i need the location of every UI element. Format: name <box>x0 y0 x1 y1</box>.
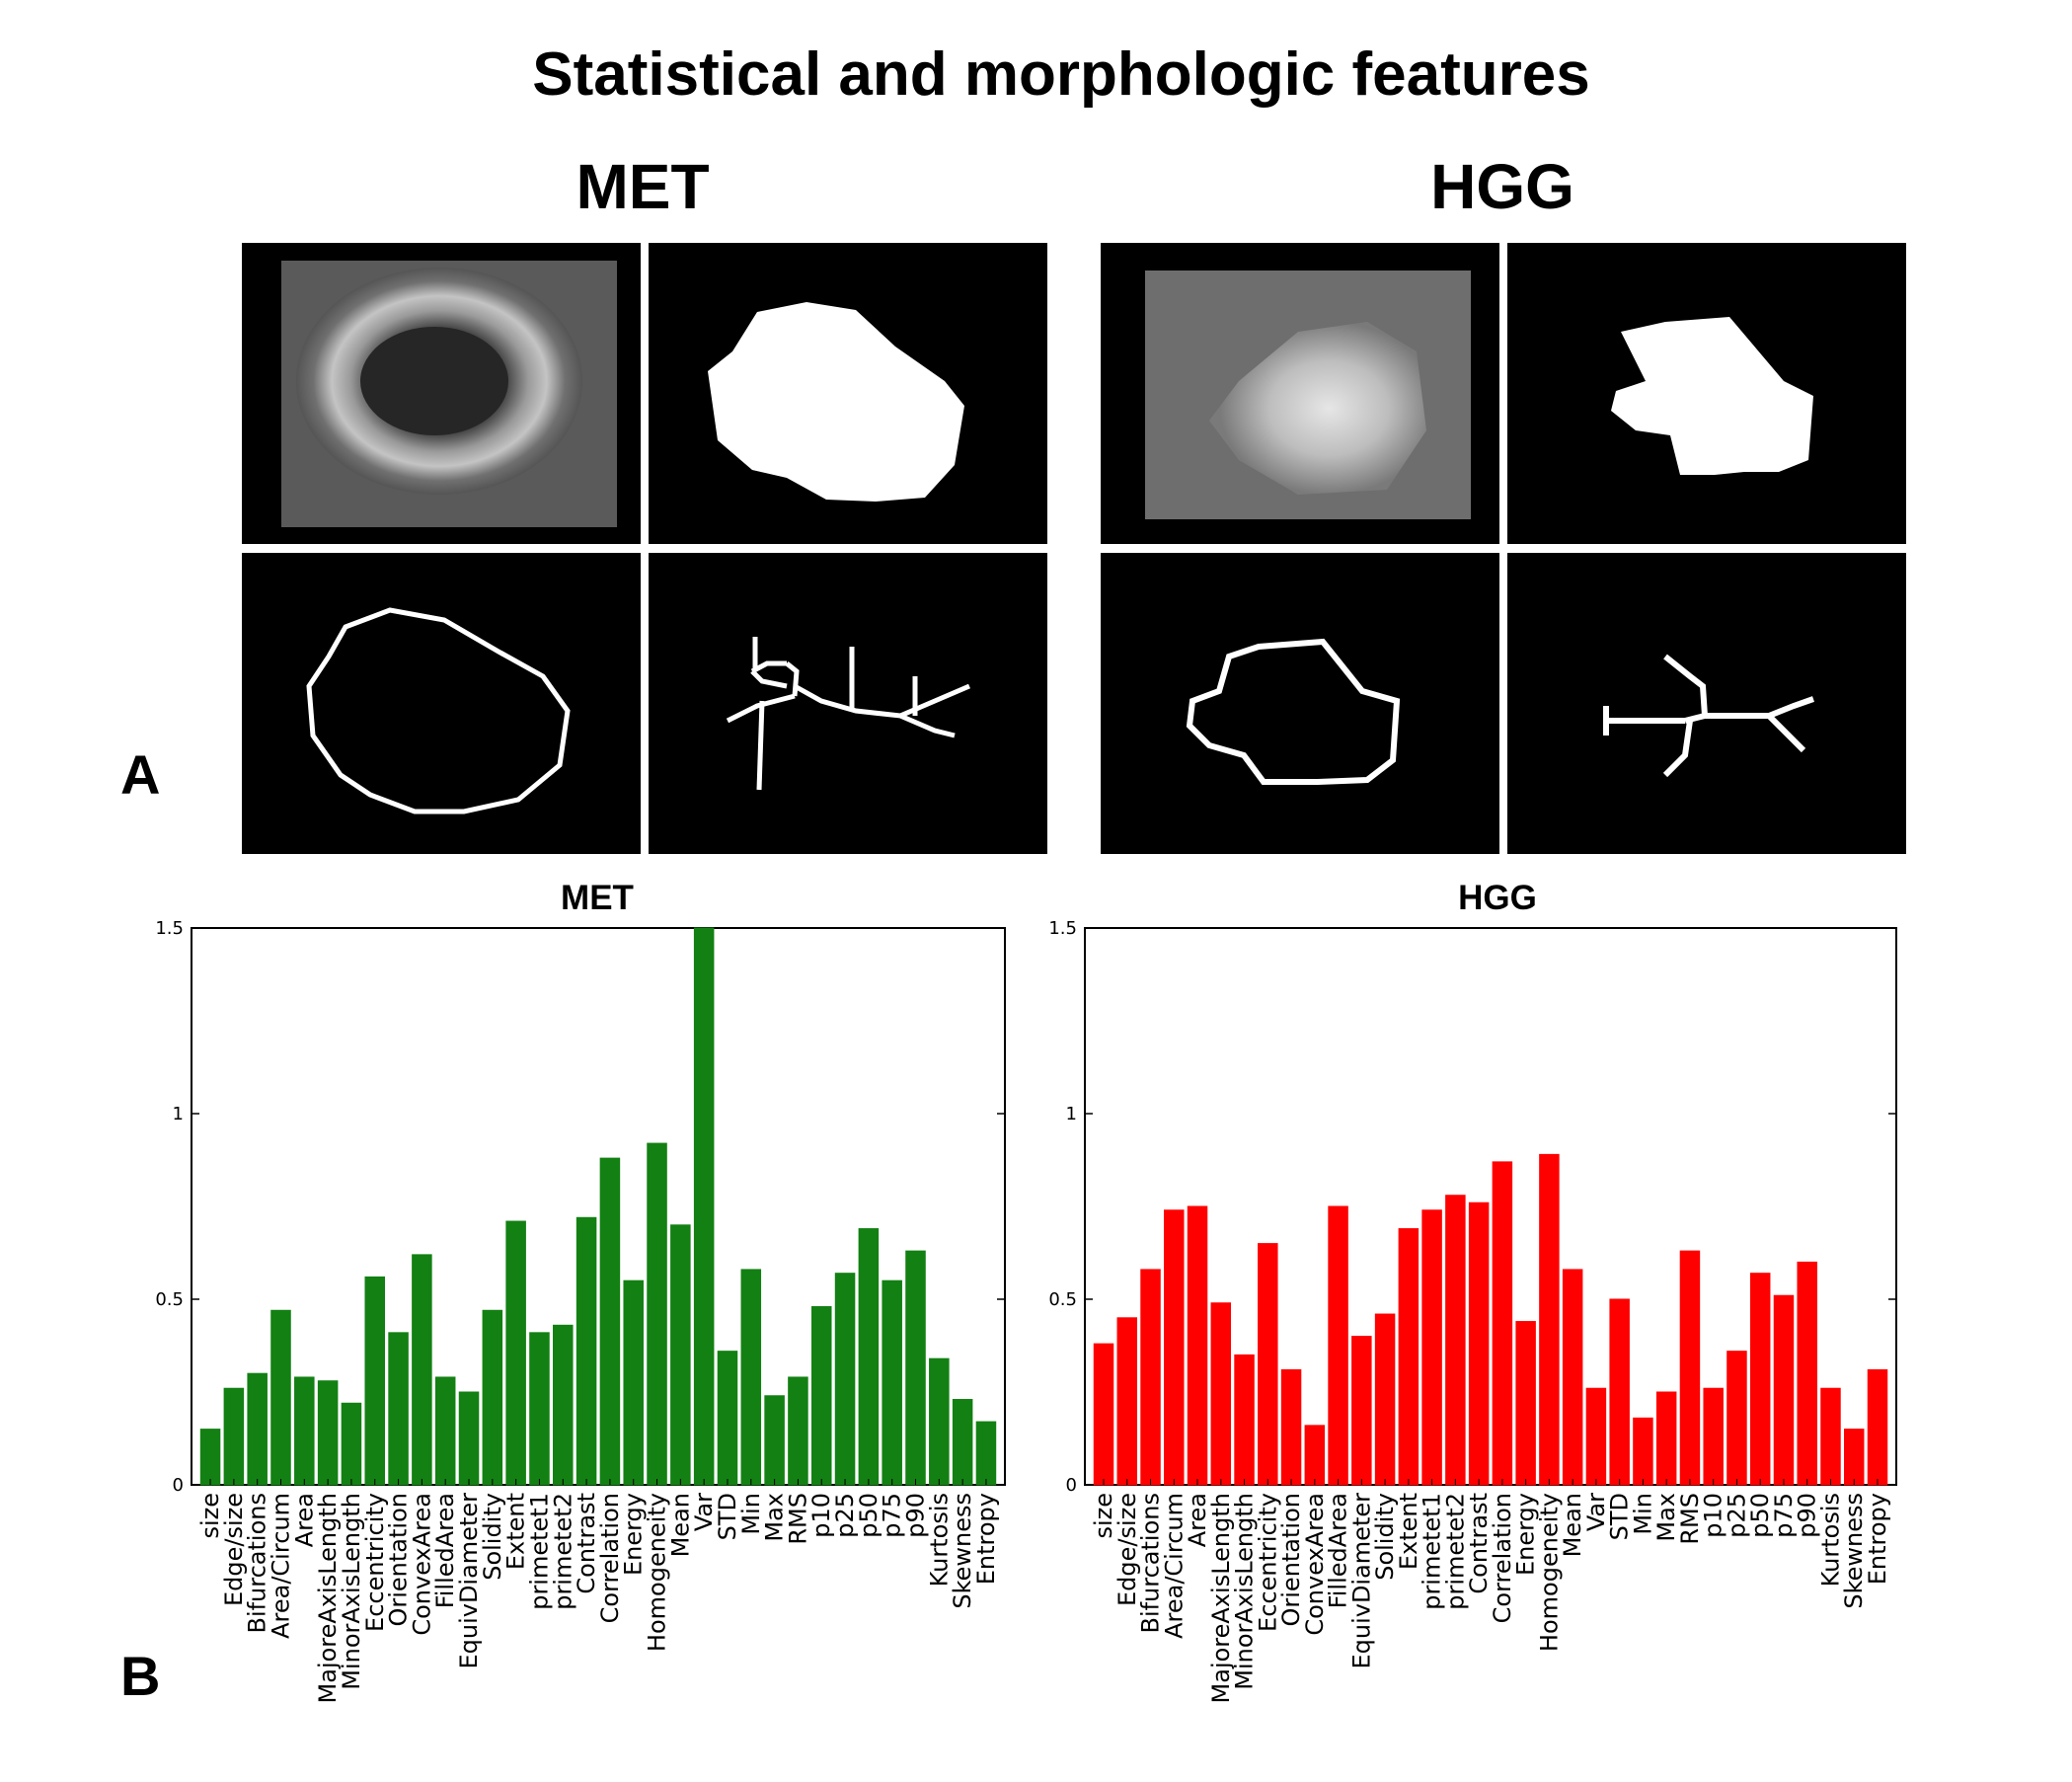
met-category-label: p90 <box>902 1493 930 1538</box>
met-bar <box>270 1309 291 1486</box>
met-bar <box>952 1399 973 1486</box>
met-category-label: Solidity <box>479 1493 506 1581</box>
met-bar <box>247 1372 268 1486</box>
met-category-label: Edge/size <box>220 1493 248 1606</box>
met-ytick-label: 1 <box>173 1104 184 1124</box>
met-bar <box>693 927 715 1486</box>
met-category-label: size <box>196 1493 224 1539</box>
met-bar <box>388 1332 409 1486</box>
met-mri-image <box>242 243 641 544</box>
met-bar <box>434 1376 456 1486</box>
met-group-title: MET <box>576 151 710 222</box>
met-bar <box>458 1391 480 1486</box>
met-bar <box>975 1421 997 1486</box>
met-contour-image <box>242 553 641 854</box>
met-category-label: EquivDiameter <box>455 1493 483 1669</box>
met-chart-title: MET <box>561 879 634 917</box>
met-bar <box>482 1309 503 1486</box>
met-category-label: MajoreAxisLength <box>314 1493 342 1703</box>
met-category-label: Bifurcations <box>244 1493 271 1634</box>
hgg-skeleton-image <box>1507 553 1906 854</box>
met-ytick-label: 0.5 <box>155 1289 184 1310</box>
hgg-mask-image <box>1507 243 1906 544</box>
met-bar <box>553 1324 574 1486</box>
met-bar <box>223 1387 245 1486</box>
met-bar <box>317 1380 339 1486</box>
met-category-label: Max <box>761 1493 789 1542</box>
met-bar <box>834 1273 856 1486</box>
met-bar <box>599 1157 621 1486</box>
met-category-label: Area/Circum <box>267 1493 294 1639</box>
met-bar <box>670 1224 691 1486</box>
met-category-label: p50 <box>855 1493 883 1538</box>
met-bar <box>529 1332 550 1486</box>
met-bar <box>341 1402 362 1486</box>
met-bar <box>576 1216 597 1486</box>
met-category-label: Correlation <box>596 1493 624 1623</box>
met-category-label: Mean <box>666 1493 694 1557</box>
met-bar <box>717 1351 738 1486</box>
met-plot-frame <box>191 927 1006 1486</box>
met-category-label: RMS <box>784 1493 811 1545</box>
met-bar <box>740 1269 762 1486</box>
met-category-label: Homogeneity <box>644 1493 671 1652</box>
met-bar <box>199 1429 221 1486</box>
met-category-label: Energy <box>620 1493 648 1576</box>
met-category-label: STD <box>714 1493 741 1540</box>
met-bar <box>882 1279 902 1486</box>
met-category-label: primetet1 <box>525 1493 553 1610</box>
panel-a-label: A <box>120 743 161 806</box>
met-mask-image <box>649 243 1047 544</box>
met-bar <box>647 1142 667 1486</box>
met-bar <box>505 1220 526 1486</box>
met-category-label: Area <box>290 1493 318 1547</box>
met-category-label: Min <box>737 1493 765 1535</box>
met-bar <box>364 1276 386 1486</box>
met-ytick-label: 0 <box>173 1475 184 1496</box>
met-bar <box>810 1306 832 1486</box>
met-ytick-label: 1.5 <box>155 918 184 939</box>
met-skeleton-image <box>649 553 1047 854</box>
met-category-label: Contrast <box>573 1493 600 1594</box>
met-category-label: Var <box>690 1493 718 1531</box>
met-category-label: Eccentricity <box>361 1493 389 1632</box>
met-category-label: Entropy <box>972 1493 1000 1585</box>
met-category-label: FilledArea <box>431 1493 459 1608</box>
met-bar <box>788 1376 808 1486</box>
met-category-label: Kurtosis <box>925 1493 953 1587</box>
met-category-label: MinorAxisLength <box>338 1493 365 1690</box>
met-category-label: Skewness <box>949 1493 976 1609</box>
met-bar <box>929 1357 950 1486</box>
met-bar <box>412 1254 432 1486</box>
hgg-group-title: HGG <box>1430 151 1574 222</box>
met-bar <box>294 1376 315 1486</box>
hgg-contour-image <box>1101 553 1499 854</box>
hgg-chart-title: HGG <box>1458 879 1537 917</box>
met-category-label: Extent <box>502 1493 530 1570</box>
met-category-label: primetet2 <box>549 1493 576 1610</box>
met-bar <box>623 1279 644 1486</box>
met-bar <box>858 1228 880 1486</box>
met-category-label: p25 <box>831 1493 859 1538</box>
met-bar <box>905 1250 926 1486</box>
met-category-label: ConvexArea <box>408 1493 435 1636</box>
met-category-label: Orientation <box>385 1493 413 1627</box>
hgg-mri-image <box>1101 243 1499 544</box>
met-category-label: p75 <box>879 1493 906 1538</box>
panel-b-label: B <box>120 1645 161 1707</box>
figure-title: Statistical and morphologic features <box>532 40 1590 109</box>
met-bar <box>764 1395 785 1486</box>
met-category-label: p10 <box>807 1493 835 1538</box>
